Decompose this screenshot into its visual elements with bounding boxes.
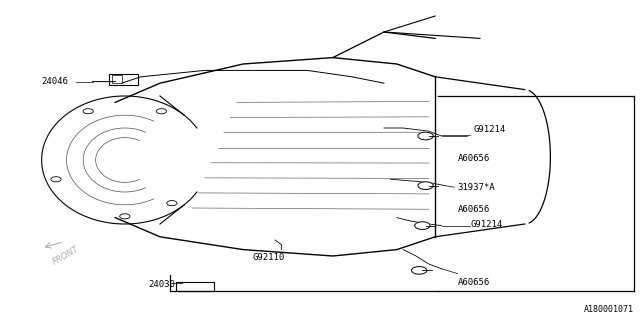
Text: G92110: G92110 [253, 253, 285, 262]
Text: 24030: 24030 [148, 280, 175, 289]
Circle shape [418, 132, 433, 140]
Text: A60656: A60656 [458, 278, 490, 287]
Bar [112, 75, 122, 83]
Text: A60656: A60656 [458, 205, 490, 214]
Text: 31937*A: 31937*A [458, 183, 495, 192]
Text: A180001071: A180001071 [584, 305, 634, 314]
Text: A60656: A60656 [458, 154, 490, 163]
Bar [176, 282, 214, 291]
Bar [109, 74, 138, 85]
Text: G91214: G91214 [474, 125, 506, 134]
Text: FRONT: FRONT [51, 245, 81, 267]
Circle shape [412, 267, 427, 274]
Text: 24046: 24046 [42, 77, 68, 86]
Circle shape [418, 182, 433, 189]
Circle shape [415, 222, 430, 229]
Text: G91214: G91214 [470, 220, 502, 229]
